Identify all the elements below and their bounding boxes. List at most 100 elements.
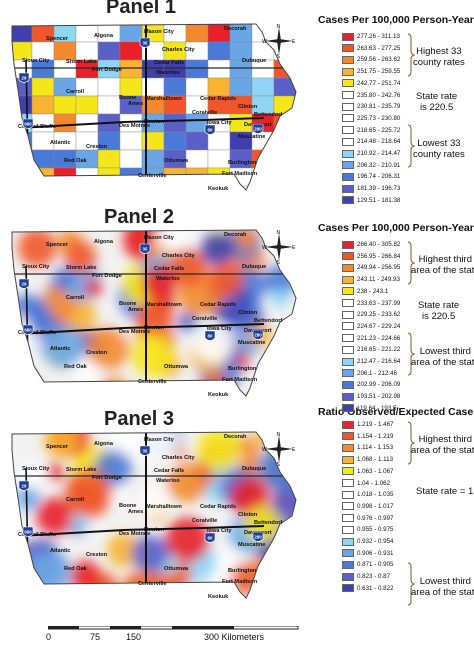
city-label: Keokuk: [208, 594, 229, 600]
legend-row: 242.77 - 251.74: [342, 79, 400, 88]
city-label: Muscatine: [238, 542, 265, 548]
legend-row: 249.94 - 256.95: [342, 263, 400, 272]
city-label: Burlington: [228, 366, 257, 372]
panel-1-legend-title: Cases Per 100,000 Person-Years: [318, 14, 474, 26]
legend-label: 216.65 - 221.22: [357, 346, 401, 354]
legend-row: 206.1 - 212.46: [342, 369, 397, 378]
panel-3-legend-title: Ratio Observed/Expected Cases: [318, 406, 474, 418]
legend-label: 212.47 - 216.64: [357, 358, 401, 365]
legend-swatch: [342, 455, 354, 464]
city-label: Newton: [144, 325, 165, 331]
city-label: Bettendorf: [254, 112, 282, 118]
panel-2-note-low: Lowest third area of the state: [411, 346, 474, 368]
legend-row: 0.906 - 0.931: [342, 549, 393, 558]
legend-label: 1.068 - 1.113: [357, 456, 394, 464]
city-label: Coralville: [192, 518, 217, 524]
legend-swatch: [342, 137, 354, 146]
legend-row: 210.92 - 214.47: [342, 149, 400, 158]
interstate-shield-icon: 80: [204, 532, 216, 543]
legend-label: 263.63 - 277.25: [357, 44, 401, 52]
panel-1-note-high: Highest 33 county rates: [413, 46, 465, 68]
city-label: Storm Lake: [66, 265, 96, 271]
legend-swatch: [342, 55, 354, 64]
compass-icon: N W E S: [262, 230, 296, 264]
city-label: Fort Madison: [222, 377, 258, 383]
legend-row: 1.154 - 1.219: [342, 432, 393, 441]
legend-swatch: [342, 549, 354, 558]
city-label: Decorah: [224, 232, 247, 238]
svg-text:280: 280: [254, 333, 262, 338]
legend-label: 202.99 - 206.09: [357, 381, 401, 389]
legend-label: 218.65 - 225.72: [357, 126, 401, 134]
legend-label: 238 - 243.1: [357, 287, 389, 295]
legend-row: 214.48 - 218.64: [342, 137, 400, 146]
compass-icon: N W E S: [262, 24, 296, 58]
city-label: Newton: [144, 119, 165, 125]
city-label: Creston: [86, 552, 108, 558]
legend-label: 181.39 - 196.73: [357, 185, 401, 193]
city-label: Muscatine: [238, 134, 265, 140]
legend-swatch: [342, 443, 354, 452]
legend-swatch: [342, 584, 354, 593]
svg-text:280: 280: [254, 535, 262, 540]
legend-swatch: [342, 572, 354, 581]
city-label: Decorah: [224, 26, 247, 32]
city-label: Cedar Rapids: [200, 302, 236, 308]
legend-label: 235.80 - 242.76: [357, 91, 401, 99]
city-label: Fort Dodge: [92, 273, 122, 279]
legend-row: 0.998 - 1.017: [342, 502, 393, 511]
interstate-shield-icon: 680: [22, 118, 34, 129]
scale-bar: 0 75 150 300 Kilometers: [46, 626, 300, 646]
legend-row: 202.99 - 206.09: [342, 380, 400, 389]
legend-row: 229.25 - 233.62: [342, 310, 400, 319]
interstate-shield-icon: 35: [139, 445, 151, 456]
legend-row: 256.95 - 266.84: [342, 252, 400, 261]
city-label: Marshalltown: [146, 302, 182, 308]
legend-swatch: [342, 149, 354, 158]
city-label: Muscatine: [238, 340, 265, 346]
city-label: Ottumwa: [164, 566, 189, 572]
legend-swatch: [342, 322, 354, 331]
city-label: Des Moines: [119, 531, 150, 537]
city-label: Dubuque: [242, 264, 266, 270]
legend-label: 242.77 - 251.74: [357, 79, 401, 87]
scale-tick-150: 150: [126, 632, 142, 642]
svg-text:35: 35: [143, 449, 148, 454]
interstate-shield-icon: 680: [22, 526, 34, 537]
svg-text:35: 35: [143, 247, 148, 252]
city-label: Clinton: [238, 310, 258, 316]
interstate-shield-icon: 29: [18, 480, 30, 491]
svg-text:S: S: [277, 260, 281, 264]
legend-swatch: [342, 380, 354, 389]
city-label: Ottumwa: [164, 364, 189, 370]
city-label: Cedar Rapids: [200, 504, 236, 510]
city-label: Ames: [128, 509, 143, 515]
city-label: Dubuque: [242, 466, 266, 472]
city-label: Iowa City: [207, 326, 232, 332]
legend-label: 1.04 - 1.062: [357, 479, 391, 487]
panel-3-note-low: Lowest third area of the state: [411, 576, 474, 598]
legend-label: 1.219 - 1.467: [357, 421, 394, 428]
legend-swatch: [342, 310, 354, 319]
legend-label: 1.114 - 1.153: [357, 444, 394, 452]
city-label: Charles City: [162, 253, 196, 259]
legend-label: 233.63 - 237.99: [357, 299, 401, 307]
legend-label: 129.51 - 181.38: [357, 196, 401, 204]
legend-row: 0.631 - 0.822: [342, 584, 393, 593]
legend-swatch: [342, 467, 354, 476]
city-label: Fort Madison: [222, 579, 258, 585]
scale-tick-300: 300 Kilometers: [204, 632, 265, 642]
legend-row: 230.81 - 235.79: [342, 102, 400, 111]
legend-swatch: [342, 502, 354, 511]
legend-label: 1.063 - 1.067: [357, 467, 394, 475]
legend-swatch: [342, 299, 354, 307]
legend-label: 259.56 - 263.62: [357, 56, 401, 64]
legend-label: 224.67 - 229.24: [357, 322, 401, 330]
panel-3-title: Panel 3: [104, 408, 175, 430]
legend-label: 256.95 - 266.84: [357, 252, 401, 260]
legend-label: 277.26 - 311.13: [357, 33, 400, 40]
legend-label: 243.11 - 249.93: [357, 276, 400, 284]
scale-tick-0: 0: [46, 632, 52, 642]
legend-label: 0.823 - 0.87: [357, 573, 391, 581]
svg-text:E: E: [292, 39, 296, 45]
